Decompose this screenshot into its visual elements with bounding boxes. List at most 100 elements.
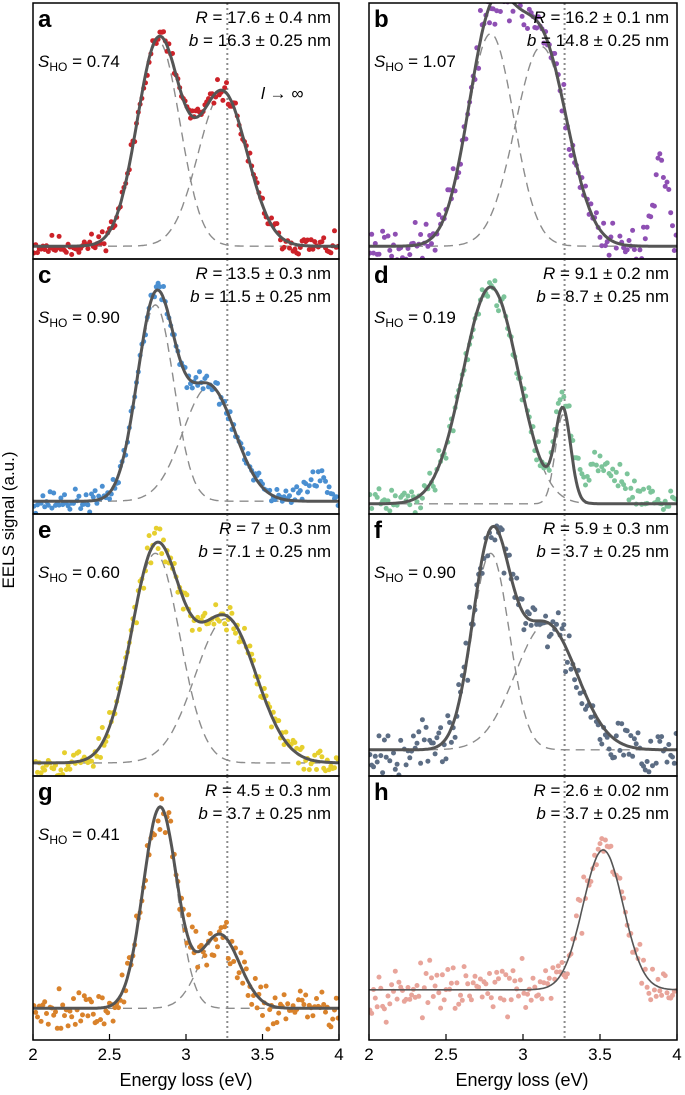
data-point [419, 1015, 425, 1021]
data-point [224, 627, 229, 633]
data-point [546, 975, 552, 981]
data-point [407, 252, 413, 258]
data-point [452, 734, 458, 740]
data-point [33, 1009, 39, 1015]
data-point [335, 503, 339, 508]
data-point [604, 460, 610, 466]
data-point [76, 749, 82, 755]
data-point [514, 986, 520, 992]
data-point [593, 210, 599, 216]
data-point [626, 238, 632, 243]
data-point [564, 971, 570, 977]
data-point [512, 978, 518, 984]
data-point [222, 85, 228, 91]
data-point [543, 613, 549, 619]
data-point [557, 397, 563, 403]
data-point [310, 246, 316, 252]
data-point [89, 231, 94, 237]
data-point [492, 278, 498, 284]
data-point [83, 492, 89, 498]
data-point [479, 287, 485, 293]
data-point [523, 1005, 529, 1010]
data-point [525, 26, 530, 31]
data-point [276, 718, 282, 724]
data-point [432, 487, 438, 493]
data-point [568, 666, 574, 672]
data-point [467, 604, 473, 610]
data-point [477, 976, 483, 982]
data-point [465, 981, 471, 987]
x-tick-label: 4 [672, 1045, 681, 1064]
data-point [105, 1010, 111, 1016]
data-point [35, 250, 40, 256]
data-point [653, 760, 659, 766]
data-point [407, 502, 413, 508]
data-point [92, 245, 98, 251]
data-point [396, 772, 402, 776]
data-point [144, 545, 150, 551]
data-point [523, 0, 528, 2]
data-point [90, 494, 96, 500]
data-point [184, 592, 190, 598]
data-point [299, 997, 305, 1003]
panel-a: a R = 17.6 ± 0.4 nm b = 16.3 ± 0.25 nm SHO … [32, 2, 340, 260]
data-point [392, 968, 398, 974]
data-point [662, 973, 668, 979]
data-point [561, 82, 567, 87]
fit-curve [33, 540, 339, 765]
data-point [267, 1007, 273, 1013]
data-point [213, 602, 219, 608]
data-point [321, 1002, 327, 1007]
data-point [297, 488, 303, 494]
data-point [657, 151, 663, 157]
data-point [238, 950, 244, 956]
data-point [227, 605, 233, 610]
data-point [479, 994, 485, 1000]
data-point [387, 758, 393, 764]
data-point [671, 760, 677, 766]
data-point [119, 972, 125, 978]
data-point [103, 248, 109, 254]
s-ho-label: SHO = 1.07 [374, 52, 456, 74]
data-point [292, 246, 298, 252]
data-point [441, 997, 447, 1003]
data-point [528, 622, 534, 628]
data-point [198, 942, 204, 948]
data-point [641, 486, 646, 492]
data-point [461, 964, 467, 970]
data-point [392, 231, 398, 237]
data-point [72, 1021, 78, 1027]
data-points [369, 836, 677, 1025]
data-point [265, 1026, 271, 1032]
x-tick-labels-left: 2 2.5 3 3.5 4 [28, 1045, 343, 1064]
data-point [152, 530, 157, 536]
x-tick-label: 4 [334, 1045, 343, 1064]
data-point [398, 737, 404, 743]
data-point [664, 759, 670, 765]
data-point [427, 470, 433, 476]
data-point [310, 469, 316, 475]
data-point [53, 1009, 58, 1015]
data-point [380, 228, 386, 234]
data-point [392, 766, 398, 772]
data-point [306, 767, 312, 773]
data-point [42, 767, 48, 773]
panel-letter: b [374, 6, 389, 33]
component-peak-1 [33, 40, 339, 247]
data-point [613, 733, 619, 739]
data-point [637, 247, 643, 253]
data-point [335, 757, 339, 762]
data-point [418, 505, 424, 511]
data-point [519, 596, 525, 602]
data-point [330, 491, 336, 497]
data-point [452, 1005, 458, 1011]
data-point [63, 767, 69, 772]
panel-letter: e [38, 517, 51, 544]
data-point [434, 972, 440, 978]
data-point [63, 249, 69, 255]
data-point [287, 245, 292, 251]
data-point [189, 627, 195, 633]
data-point [506, 975, 512, 981]
x-tick-label: 2.5 [98, 1045, 122, 1064]
data-point [418, 760, 424, 766]
